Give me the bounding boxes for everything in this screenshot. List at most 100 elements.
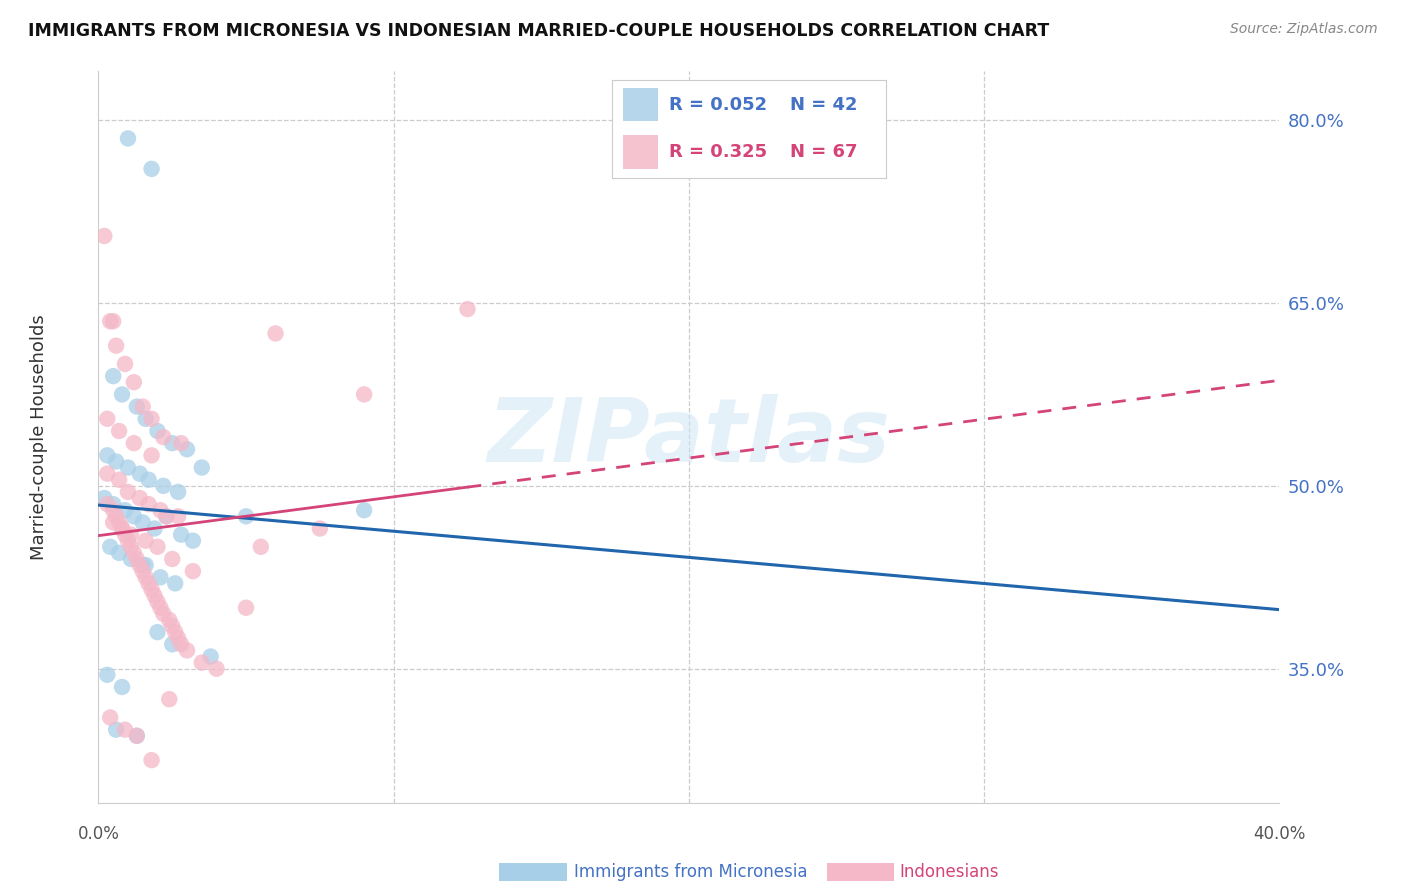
Point (162, 552, 183, 566)
Point (108, 473, 131, 487)
Point (141, 753, 163, 767)
Point (353, 387, 375, 401)
Point (149, 600, 172, 615)
Point (157, 613, 180, 627)
Point (170, 637, 193, 651)
Point (146, 424, 169, 438)
Point (103, 497, 125, 511)
Point (152, 607, 174, 621)
Point (108, 516, 131, 530)
Point (114, 357, 136, 371)
Point (205, 662, 228, 676)
Point (98, 540, 121, 554)
Text: IMMIGRANTS FROM MICRONESIA VS INDONESIAN MARRIED-COUPLE HOUSEHOLDS CORRELATION C: IMMIGRANTS FROM MICRONESIA VS INDONESIAN… (28, 22, 1049, 40)
Point (128, 491, 150, 505)
Point (117, 460, 139, 475)
Point (250, 540, 273, 554)
Text: 40.0%: 40.0% (1253, 825, 1306, 843)
Point (162, 637, 183, 651)
Point (152, 430, 174, 444)
Point (200, 649, 222, 664)
Point (111, 521, 134, 535)
Point (191, 460, 214, 475)
Point (353, 503, 375, 517)
Point (135, 558, 157, 573)
Point (96, 467, 118, 481)
Point (162, 619, 183, 633)
Point (138, 576, 160, 591)
Point (149, 503, 172, 517)
Point (98, 314, 121, 328)
Point (146, 595, 169, 609)
Point (128, 467, 150, 481)
Text: Source: ZipAtlas.com: Source: ZipAtlas.com (1230, 22, 1378, 37)
Point (176, 643, 198, 657)
Point (122, 436, 145, 450)
Point (98, 710, 121, 724)
Point (181, 533, 204, 548)
Point (141, 412, 163, 426)
FancyBboxPatch shape (623, 88, 658, 121)
Point (132, 516, 155, 530)
Point (114, 723, 136, 737)
Point (264, 326, 287, 341)
Point (128, 558, 150, 573)
Point (157, 692, 180, 706)
Point (120, 540, 142, 554)
Point (117, 485, 139, 500)
Point (235, 509, 257, 524)
Point (309, 521, 332, 535)
Point (135, 570, 157, 584)
Point (167, 485, 190, 500)
Point (120, 527, 142, 541)
Point (141, 161, 163, 176)
Point (103, 503, 125, 517)
Point (96, 497, 118, 511)
Point (132, 558, 155, 573)
Point (165, 576, 187, 591)
Point (170, 436, 193, 450)
Text: 0.0%: 0.0% (77, 825, 120, 843)
Point (170, 527, 193, 541)
Text: R = 0.052: R = 0.052 (669, 95, 768, 114)
Point (138, 473, 160, 487)
Point (155, 509, 177, 524)
Point (105, 509, 128, 524)
Point (167, 509, 190, 524)
Point (114, 503, 136, 517)
Point (191, 656, 214, 670)
Point (125, 552, 148, 566)
Point (141, 449, 163, 463)
Point (138, 497, 160, 511)
Point (105, 454, 128, 468)
Point (103, 516, 125, 530)
Point (141, 582, 163, 597)
Text: Immigrants from Micronesia: Immigrants from Micronesia (574, 863, 807, 881)
Point (165, 625, 187, 640)
Point (135, 412, 157, 426)
Point (162, 436, 183, 450)
Point (125, 729, 148, 743)
Point (105, 339, 128, 353)
Point (111, 387, 134, 401)
Point (143, 589, 166, 603)
Point (122, 376, 145, 390)
Point (120, 552, 142, 566)
Point (176, 442, 198, 457)
FancyBboxPatch shape (623, 136, 658, 169)
Point (103, 369, 125, 384)
Text: ZIPatlas: ZIPatlas (488, 393, 890, 481)
Point (96, 412, 118, 426)
Point (96, 449, 118, 463)
Point (111, 521, 134, 535)
Point (235, 600, 257, 615)
Point (135, 533, 157, 548)
Point (146, 540, 169, 554)
Point (167, 632, 190, 646)
Point (117, 533, 139, 548)
Text: Married-couple Households: Married-couple Households (31, 314, 48, 560)
Point (143, 521, 166, 535)
Point (93, 491, 115, 505)
Point (155, 509, 177, 524)
Text: R = 0.325: R = 0.325 (669, 143, 768, 161)
